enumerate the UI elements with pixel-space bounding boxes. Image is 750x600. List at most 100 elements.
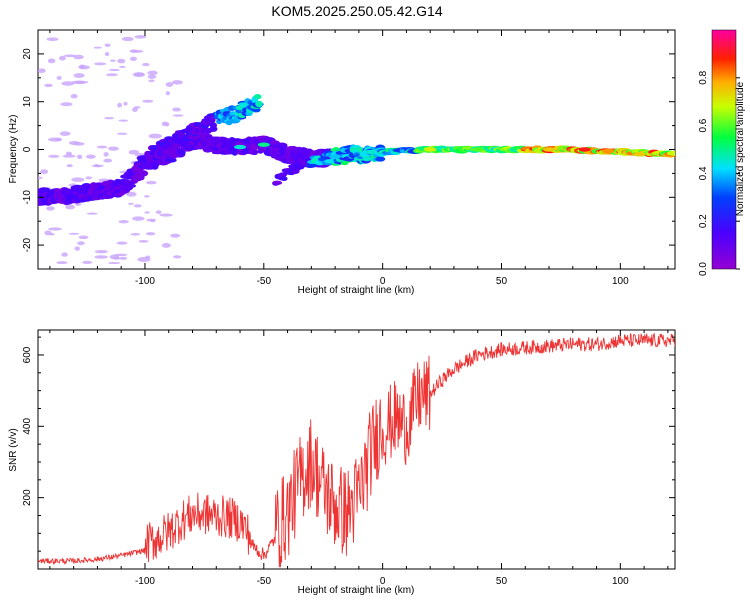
colorbar-ticks: 0.0 0.2 0.4 0.6 0.8 — [698, 70, 740, 276]
heatmap-cell — [78, 235, 89, 240]
heatmap-cell — [471, 147, 484, 152]
heatmap-cell — [85, 154, 96, 159]
heatmap-cell — [145, 232, 156, 236]
spectrogram-x-axis: -100 -50 0 50 100 — [49, 30, 669, 287]
heatmap-cell — [142, 62, 150, 67]
heatmap-cell — [47, 58, 56, 64]
heatmap-cell — [113, 256, 121, 260]
heatmap-cell — [147, 70, 158, 76]
heatmap-cell — [48, 154, 60, 158]
heatmap-cell — [148, 79, 155, 83]
heatmap-cell — [137, 256, 151, 262]
heatmap-cell — [94, 62, 107, 66]
heatmap-cell — [60, 102, 73, 107]
heatmap-cell — [118, 65, 126, 68]
heatmap-cell — [74, 246, 80, 251]
heatmap-cell — [272, 180, 283, 186]
heatmap-cell — [86, 212, 98, 215]
heatmap-cell — [46, 37, 59, 42]
heatmap-cell — [209, 126, 218, 132]
colorbar-bar — [711, 29, 737, 270]
spectrogram-ylabel: Frequency (Hz) — [8, 115, 19, 184]
heatmap-cell — [117, 58, 126, 64]
colorbar-tick-label: 0.0 — [698, 262, 709, 276]
heatmap-cell — [75, 80, 89, 84]
y-tick-label: -10 — [22, 190, 33, 205]
x-tick-label: 0 — [380, 576, 386, 587]
heatmap-cell — [129, 56, 137, 61]
heatmap-cell — [122, 183, 136, 189]
snr-line — [38, 332, 675, 568]
heatmap-cell — [119, 256, 128, 260]
heatmap-cell — [70, 94, 78, 99]
heatmap-cell — [64, 54, 77, 58]
heatmap-cell — [104, 116, 114, 120]
heatmap-cell — [148, 133, 162, 139]
heatmap-cell — [159, 213, 173, 217]
heatmap-cell — [104, 51, 110, 57]
colorbar-tick-label: 0.8 — [698, 70, 709, 84]
x-tick-label: -100 — [135, 276, 155, 287]
y-tick-label: 20 — [22, 48, 33, 60]
snr-frame — [37, 329, 676, 570]
x-tick-label: 100 — [612, 276, 629, 287]
heatmap-cell — [68, 232, 80, 235]
heatmap-cell — [155, 210, 162, 215]
heatmap-cell — [77, 241, 85, 246]
snr-y-axis: 200 400 600 — [22, 336, 675, 570]
heatmap-cell — [150, 219, 156, 223]
heatmap-cell — [172, 114, 184, 117]
heatmap-cell — [130, 232, 141, 236]
heatmap-cell — [132, 107, 138, 113]
heatmap-cell — [164, 157, 177, 163]
heatmap-cell — [46, 206, 55, 211]
heatmap-cell — [257, 142, 270, 147]
heatmap-cell — [151, 163, 159, 170]
snr-xlabel: Height of straight line (km) — [298, 585, 415, 596]
heatmap-cell — [134, 35, 147, 39]
heatmap-cell — [161, 121, 168, 127]
spectrogram-y-axis: -20 -10 0 10 20 — [22, 29, 675, 270]
heatmap-cell — [78, 65, 90, 70]
heatmap-cell — [66, 164, 73, 168]
heatmap-cell — [59, 131, 71, 136]
colorbar: 0.0 0.2 0.4 0.6 0.8 Normalized spectral ampl… — [698, 29, 746, 276]
heatmap-cell — [85, 176, 92, 180]
heatmap-cell — [142, 99, 154, 103]
y-tick-label: 10 — [22, 96, 33, 108]
spectrogram-heatmap — [38, 35, 675, 265]
heatmap-cell — [82, 260, 93, 264]
heatmap-cell — [133, 204, 142, 208]
heatmap-cell — [107, 146, 119, 151]
heatmap-cell — [73, 142, 85, 146]
heatmap-cell — [146, 159, 153, 166]
colorbar-tick-label: 0.4 — [698, 166, 709, 180]
heatmap-cell — [65, 151, 73, 156]
heatmap-cell — [278, 172, 288, 177]
heatmap-cell — [133, 106, 141, 109]
heatmap-cell — [117, 102, 123, 108]
heatmap-cell — [61, 81, 75, 86]
heatmap-cell — [118, 119, 129, 122]
heatmap-cell — [578, 147, 591, 152]
heatmap-cell — [145, 180, 157, 185]
y-tick-label: 400 — [22, 418, 33, 435]
heatmap-cell — [108, 68, 120, 72]
heatmap-cell — [107, 261, 121, 265]
heatmap-cell — [105, 73, 118, 77]
heatmap-cell — [172, 107, 181, 112]
colorbar-tick-label: 0.6 — [698, 118, 709, 132]
heatmap-cell — [58, 55, 66, 61]
heatmap-cell — [44, 83, 53, 88]
heatmap-cell — [40, 169, 49, 175]
figure-title: KOM5.2025.250.05.42.G14 — [271, 3, 442, 19]
heatmap-cell — [362, 155, 372, 162]
heatmap-cell — [94, 250, 109, 254]
heatmap-cell — [234, 144, 247, 150]
heatmap-cell — [95, 165, 101, 168]
heatmap-cell — [173, 255, 182, 259]
x-tick-label: -50 — [257, 276, 272, 287]
heatmap-cell — [329, 154, 342, 159]
x-tick-label: -50 — [257, 576, 272, 587]
